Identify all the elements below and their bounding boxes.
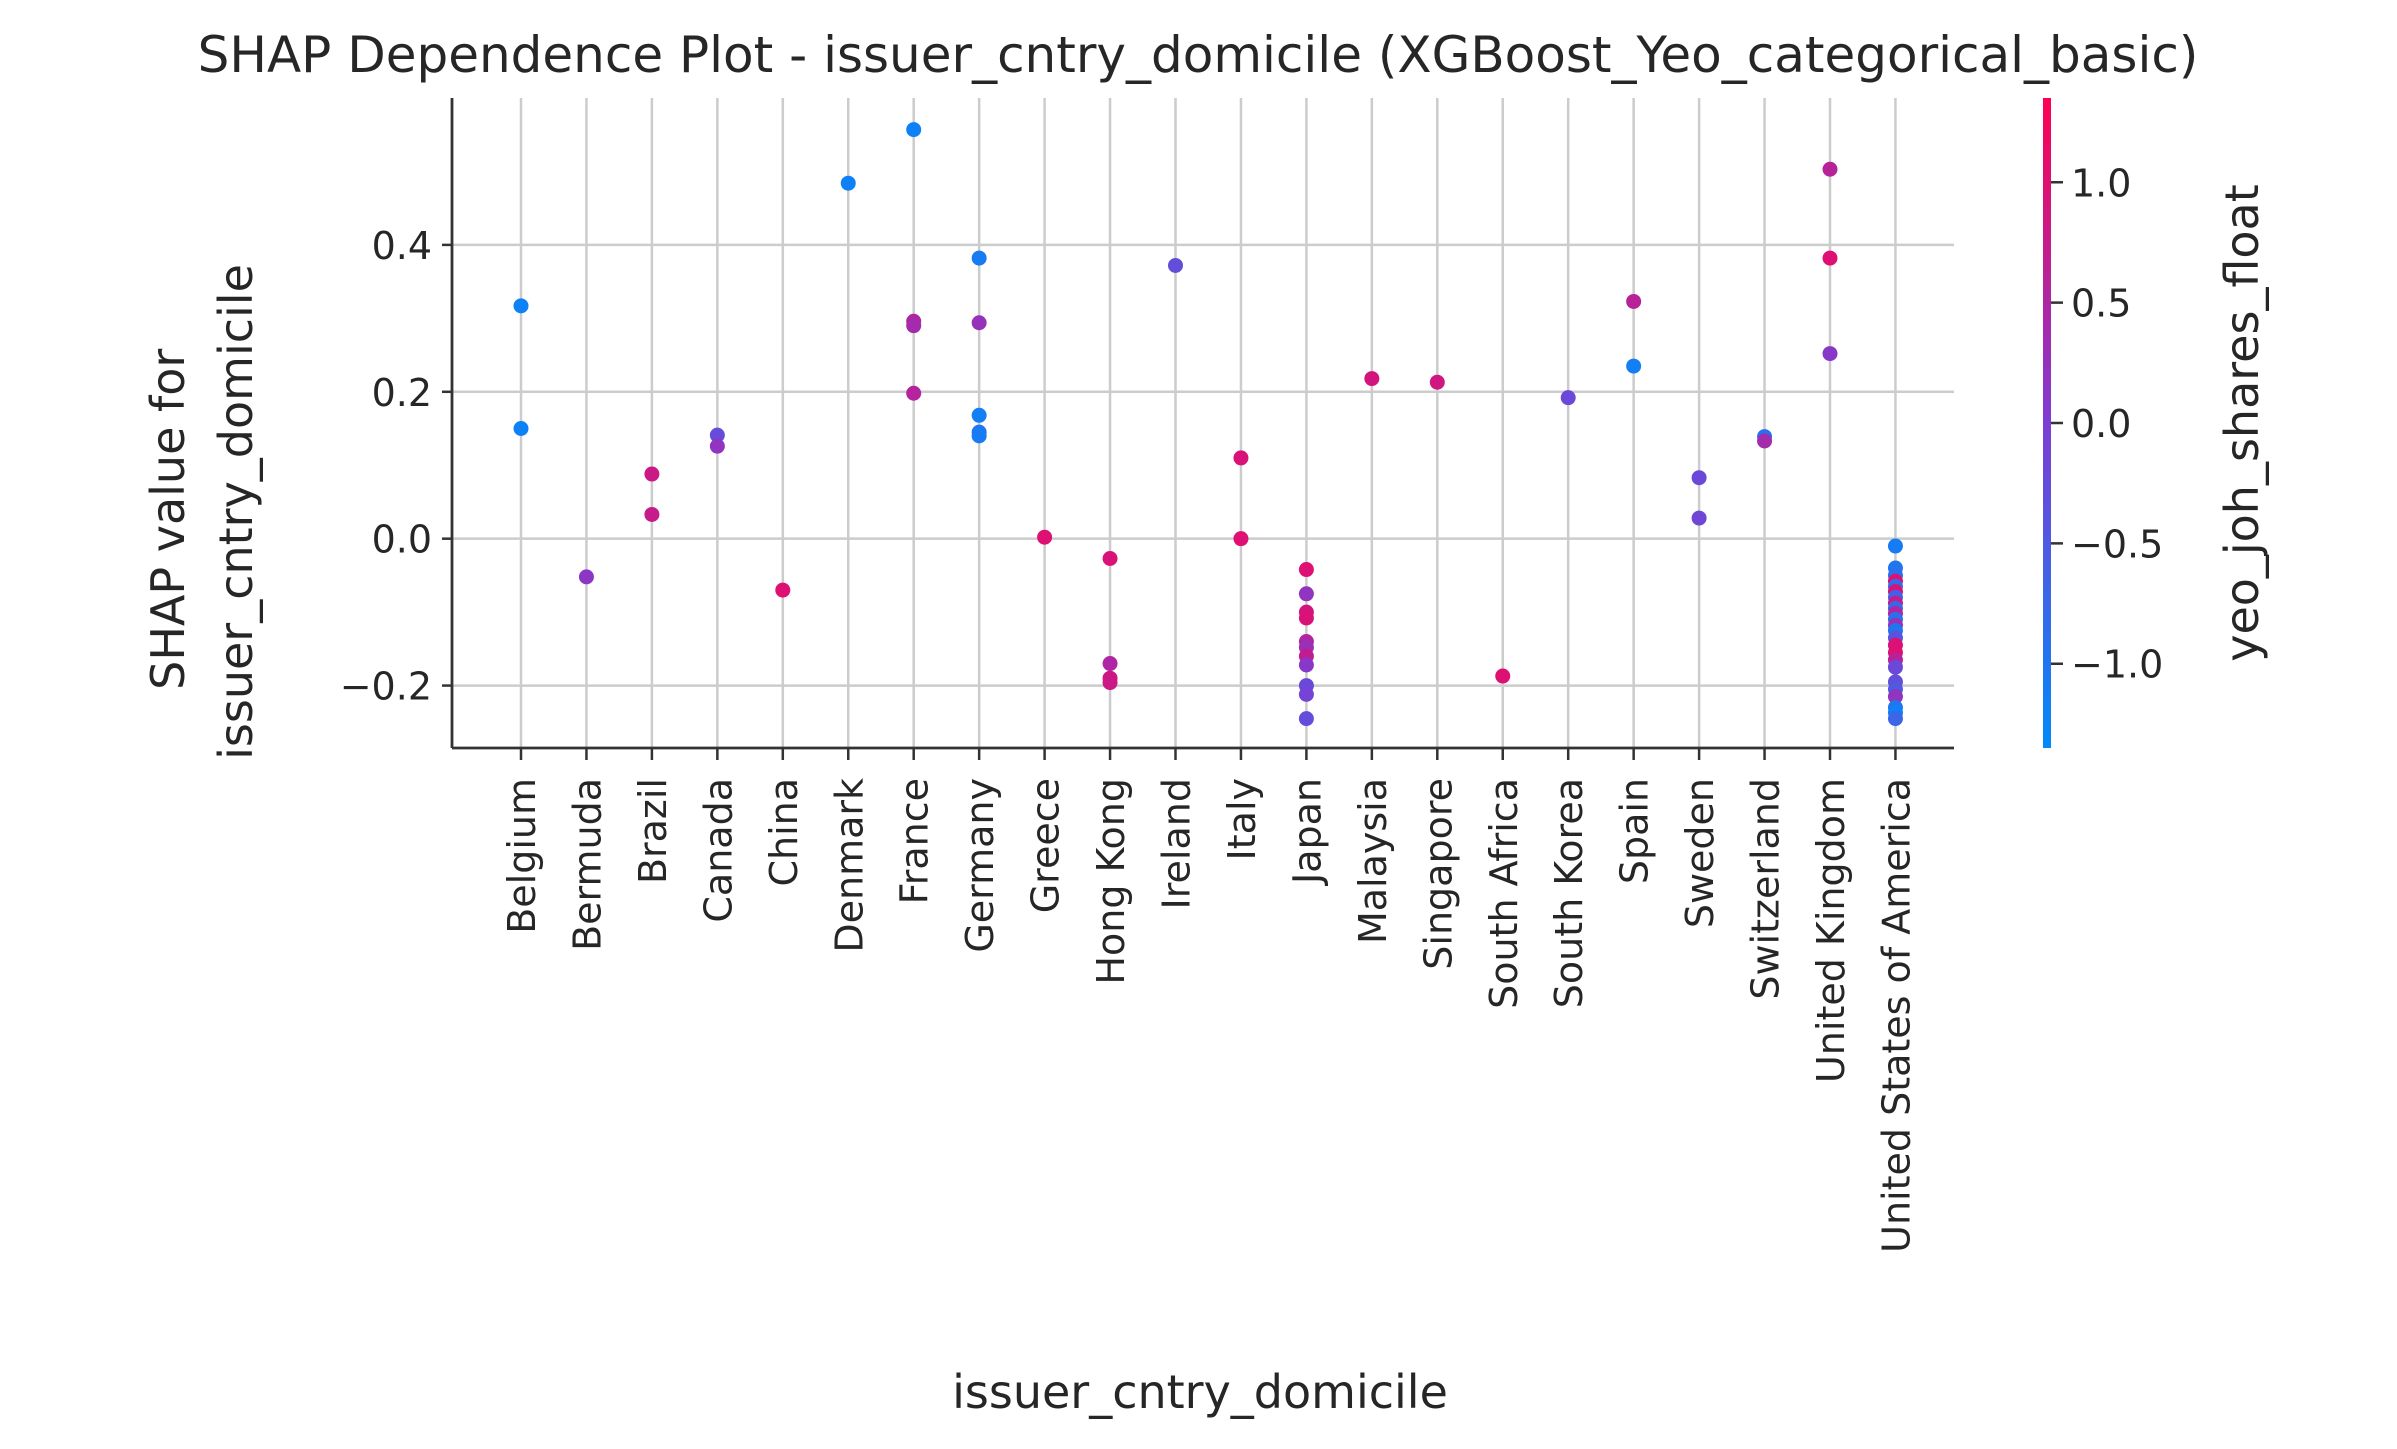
x-axis-label: issuer_cntry_domicile <box>952 1365 1448 1419</box>
data-point <box>906 122 922 138</box>
data-point <box>1102 551 1118 567</box>
data-point <box>513 298 529 314</box>
data-point <box>971 428 987 444</box>
data-point <box>578 569 594 585</box>
data-point <box>1102 675 1118 691</box>
data-point <box>1298 586 1314 602</box>
x-tick-label: Japan <box>1285 778 1329 886</box>
x-tick-label: Greece <box>1024 778 1068 913</box>
data-point <box>1298 686 1314 702</box>
y-tick-label: 0.4 <box>372 224 432 268</box>
x-tick-label: Canada <box>696 778 740 923</box>
data-point <box>971 407 987 423</box>
x-tick-label: Hong Kong <box>1089 778 1133 985</box>
y-axis-label-line-2: issuer_cntry_domicile <box>209 264 263 760</box>
data-point <box>1822 250 1838 266</box>
x-tick-label: Switzerland <box>1744 778 1788 1000</box>
data-point <box>1626 358 1642 374</box>
data-point <box>1298 562 1314 578</box>
x-tick-label: Malaysia <box>1351 778 1395 944</box>
data-point <box>906 385 922 401</box>
x-tick-label: Spain <box>1613 778 1657 884</box>
data-point <box>1298 610 1314 626</box>
data-point <box>1429 374 1445 390</box>
grid-lines <box>452 98 1954 748</box>
x-tick-label: Sweden <box>1678 778 1722 928</box>
y-axis-label-line-1: SHAP value for <box>141 349 195 690</box>
x-tick-label: United Kingdom <box>1809 778 1853 1083</box>
data-point <box>1691 470 1707 486</box>
data-point <box>644 506 660 522</box>
colorbar <box>2043 98 2051 748</box>
data-point <box>1102 656 1118 672</box>
data-point <box>1364 371 1380 387</box>
data-point <box>775 582 791 598</box>
x-axis-ticks: Belgium Bermuda Brazil Canada China Denmark Fr… <box>500 748 1918 1253</box>
x-tick-label: Bermuda <box>565 778 609 951</box>
colorbar-ticks: −1.0 −0.5 0.0 0.5 1.0 <box>2051 161 2163 687</box>
chart-title: SHAP Dependence Plot - issuer_cntry_domi… <box>198 26 2199 84</box>
x-tick-label: Ireland <box>1155 778 1199 909</box>
data-point <box>1757 433 1773 449</box>
data-point <box>1233 531 1249 547</box>
y-axis-ticks: −0.2 0.0 0.2 0.4 <box>340 224 452 709</box>
data-point <box>1887 659 1903 675</box>
x-tick-label: South Africa <box>1482 778 1526 1009</box>
colorbar-label: yeo_joh_shares_float <box>2215 184 2269 662</box>
data-point <box>709 427 725 443</box>
x-tick-label: South Korea <box>1547 778 1591 1008</box>
data-point <box>1168 257 1183 273</box>
data-point <box>971 315 987 331</box>
data-point <box>1298 657 1314 673</box>
y-axis-label: SHAP value for issuer_cntry_domicile <box>141 264 263 760</box>
data-point <box>644 466 660 482</box>
x-tick-label: France <box>893 778 937 904</box>
axes <box>450 98 1954 750</box>
colorbar-tick-label: −0.5 <box>2071 522 2163 566</box>
x-tick-label: Germany <box>958 778 1002 953</box>
x-tick-label: Singapore <box>1416 778 1460 970</box>
data-point <box>840 175 856 191</box>
colorbar-tick-label: 0.5 <box>2071 282 2131 326</box>
data-point <box>971 250 987 266</box>
data-point <box>1495 668 1511 684</box>
data-point <box>1298 711 1314 727</box>
data-point <box>1887 689 1903 705</box>
data-point <box>1560 390 1576 406</box>
y-tick-label: 0.2 <box>372 371 432 415</box>
data-points <box>513 122 1903 727</box>
data-point <box>513 421 529 437</box>
x-tick-label: Denmark <box>827 778 871 953</box>
x-tick-label: Italy <box>1220 778 1264 860</box>
colorbar-tick-label: 1.0 <box>2071 161 2131 205</box>
x-tick-label: Brazil <box>631 778 675 884</box>
data-point <box>1037 529 1053 545</box>
x-tick-label: United States of America <box>1874 778 1918 1253</box>
colorbar-tick-label: −1.0 <box>2071 643 2163 687</box>
x-tick-label: Belgium <box>500 778 544 934</box>
y-tick-label: −0.2 <box>340 665 432 709</box>
data-point <box>1233 450 1249 466</box>
data-point <box>1691 510 1707 526</box>
y-tick-label: 0.0 <box>372 518 432 562</box>
data-point <box>1822 346 1838 362</box>
data-point <box>1822 161 1838 177</box>
data-point <box>906 318 922 334</box>
data-point <box>709 438 725 454</box>
colorbar-tick-label: 0.0 <box>2071 402 2131 446</box>
data-point <box>1887 538 1903 554</box>
data-point <box>1887 711 1903 727</box>
data-point <box>1626 293 1642 309</box>
x-tick-label: China <box>762 778 806 887</box>
